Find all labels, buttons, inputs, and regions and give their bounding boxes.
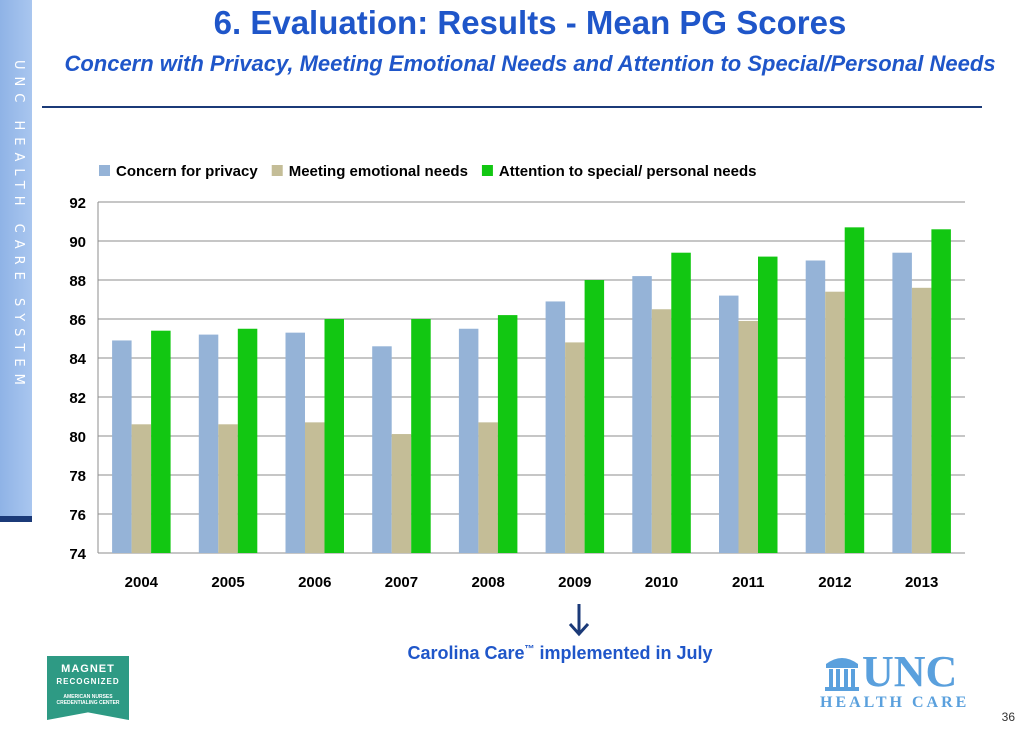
sidebar-text: UNC HEALTH CARE SYSTEM bbox=[11, 60, 26, 392]
bar bbox=[805, 260, 826, 553]
legend-label: Attention to special/ personal needs bbox=[499, 163, 757, 180]
bar bbox=[738, 320, 758, 553]
y-tick-label: 76 bbox=[69, 507, 86, 524]
y-tick-label: 86 bbox=[69, 312, 86, 329]
page-subtitle: Concern with Privacy, Meeting Emotional … bbox=[64, 51, 996, 76]
bar bbox=[825, 291, 845, 553]
bar bbox=[391, 434, 412, 553]
chart-legend: Concern for privacy Meeting emotional nee… bbox=[99, 163, 756, 180]
y-tick-label: 90 bbox=[69, 234, 86, 251]
trademark-symbol: ™ bbox=[524, 644, 535, 655]
bar bbox=[671, 252, 691, 553]
unc-logo-text: UNC bbox=[862, 647, 958, 696]
legend-swatch bbox=[481, 165, 493, 176]
page-title: 6. Evaluation: Results - Mean PG Scores bbox=[213, 4, 847, 41]
magnet-logo-line2: RECOGNIZED bbox=[56, 677, 120, 686]
title-rule bbox=[42, 106, 982, 108]
bar bbox=[411, 319, 431, 553]
implementation-note: Carolina Care™ implemented in July bbox=[340, 643, 780, 664]
bar bbox=[844, 227, 865, 553]
bar bbox=[719, 295, 739, 553]
bar-chart: Concern for privacy Meeting emotional nee… bbox=[69, 163, 965, 591]
bar bbox=[758, 256, 778, 553]
legend-label: Concern for privacy bbox=[116, 163, 258, 180]
y-tick-label: 80 bbox=[69, 429, 86, 446]
chart-bars bbox=[112, 227, 951, 554]
sidebar-accent-bar bbox=[0, 516, 32, 522]
bar bbox=[237, 328, 258, 553]
x-tick-label: 2008 bbox=[471, 574, 504, 591]
bar bbox=[565, 342, 585, 553]
bar bbox=[324, 319, 344, 553]
note-text: Carolina Care bbox=[407, 643, 525, 663]
magnet-logo-line3: AMERICAN NURSES CREDENTIALING CENTER bbox=[56, 694, 120, 706]
bar bbox=[285, 332, 305, 553]
y-tick-label: 82 bbox=[69, 390, 86, 407]
bar bbox=[931, 229, 951, 554]
bar bbox=[151, 330, 171, 553]
bar bbox=[131, 424, 152, 553]
old-well-icon bbox=[825, 658, 859, 691]
sidebar-band: UNC HEALTH CARE SYSTEM bbox=[0, 0, 32, 516]
x-tick-label: 2009 bbox=[558, 574, 591, 591]
legend-swatch bbox=[99, 165, 110, 176]
down-arrow-icon bbox=[568, 604, 590, 637]
bar bbox=[218, 424, 238, 553]
bar bbox=[198, 334, 219, 553]
x-tick-label: 2004 bbox=[125, 574, 159, 591]
bar bbox=[632, 276, 652, 553]
bar bbox=[372, 346, 392, 553]
bar bbox=[478, 422, 498, 553]
x-tick-label: 2013 bbox=[905, 574, 938, 591]
bar bbox=[651, 309, 672, 553]
x-tick-label: 2010 bbox=[645, 574, 678, 591]
y-tick-label: 84 bbox=[69, 351, 86, 368]
legend-label: Meeting emotional needs bbox=[289, 163, 468, 180]
y-tick-label: 74 bbox=[69, 546, 86, 563]
x-tick-label: 2012 bbox=[818, 574, 851, 591]
y-tick-label: 88 bbox=[69, 273, 86, 290]
legend-swatch bbox=[271, 165, 283, 176]
y-tick-label: 78 bbox=[69, 468, 86, 485]
y-tick-label: 92 bbox=[69, 195, 86, 212]
bar bbox=[892, 252, 912, 553]
y-axis-ticks: 74 76 78 80 82 84 86 88 90 92 bbox=[69, 195, 86, 563]
magnet-logo: MAGNET RECOGNIZED AMERICAN NURSES CREDEN… bbox=[47, 656, 129, 720]
bar bbox=[545, 301, 566, 553]
x-tick-label: 2005 bbox=[211, 574, 244, 591]
bar bbox=[112, 340, 132, 553]
x-tick-label: 2006 bbox=[298, 574, 331, 591]
unc-logo-subtext: HEALTH CARE bbox=[820, 694, 970, 711]
bar bbox=[458, 328, 479, 553]
unc-health-care-logo: UNC HEALTH CARE bbox=[816, 647, 980, 712]
note-suffix: implemented in July bbox=[534, 643, 713, 663]
page-number: 36 bbox=[1001, 710, 1015, 724]
bar bbox=[911, 287, 932, 553]
x-tick-label: 2007 bbox=[385, 574, 418, 591]
x-axis-ticks: 2004 2005 2006 2007 2008 2009 2010 2011 2012 2013 bbox=[125, 574, 939, 591]
x-tick-label: 2011 bbox=[732, 574, 765, 591]
bar bbox=[584, 280, 605, 553]
magnet-logo-line1: MAGNET bbox=[61, 663, 115, 675]
bar bbox=[497, 315, 518, 553]
bar bbox=[305, 422, 325, 553]
